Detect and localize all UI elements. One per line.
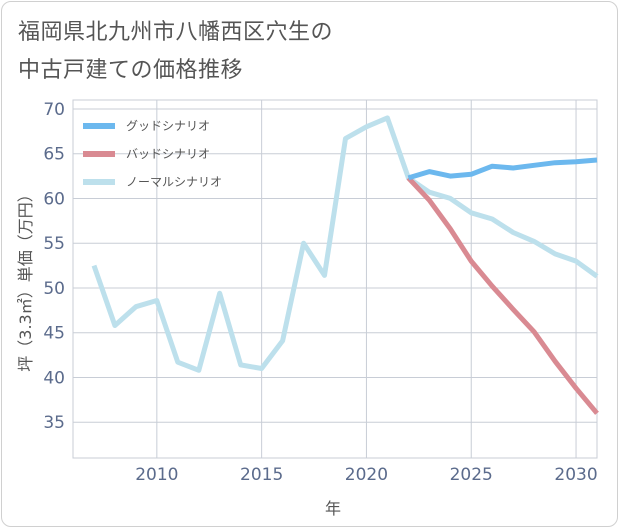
legend-label-0: グッドシナリオ [126, 119, 210, 133]
y-tick-label-40: 40 [43, 368, 65, 388]
x-tick-label-2020: 2020 [345, 465, 388, 485]
legend-label-1: バッドシナリオ [126, 147, 210, 161]
legend-label-2: ノーマルシナリオ [126, 175, 222, 189]
x-tick-label-2010: 2010 [135, 465, 178, 485]
y-axis-label: 坪（3.3㎡）単価（万円） [16, 186, 35, 371]
series-layer [91, 115, 599, 415]
y-tick-label-65: 65 [43, 145, 65, 165]
series-line-1 [406, 176, 599, 415]
chart-title-line-1: 福岡県北九州市八幡西区穴生の [18, 20, 334, 45]
x-tick-label-2015: 2015 [240, 465, 283, 485]
y-tick-label-70: 70 [43, 100, 65, 120]
series-line-0 [407, 157, 598, 181]
plot-area [72, 99, 598, 459]
x-tick-label-2030: 2030 [554, 465, 597, 485]
y-tick-label-55: 55 [43, 234, 65, 254]
y-tick-label-60: 60 [43, 189, 65, 209]
x-tick-label-2025: 2025 [450, 465, 493, 485]
series-line-2 [91, 115, 599, 373]
chart-title-line-2: 中古戸建ての価格推移 [18, 58, 244, 83]
y-tick-label-45: 45 [43, 324, 65, 344]
y-tick-label-50: 50 [43, 279, 65, 299]
x-tick-labels: 2010 2015 2020 2025 2030 [135, 465, 597, 485]
x-axis-label: 年 [325, 499, 341, 518]
y-tick-labels: 35 40 45 50 55 60 65 70 [43, 100, 65, 433]
chart-title: 福岡県北九州市八幡西区穴生の 中古戸建ての価格推移 [18, 14, 578, 90]
y-tick-label-35: 35 [43, 413, 65, 433]
